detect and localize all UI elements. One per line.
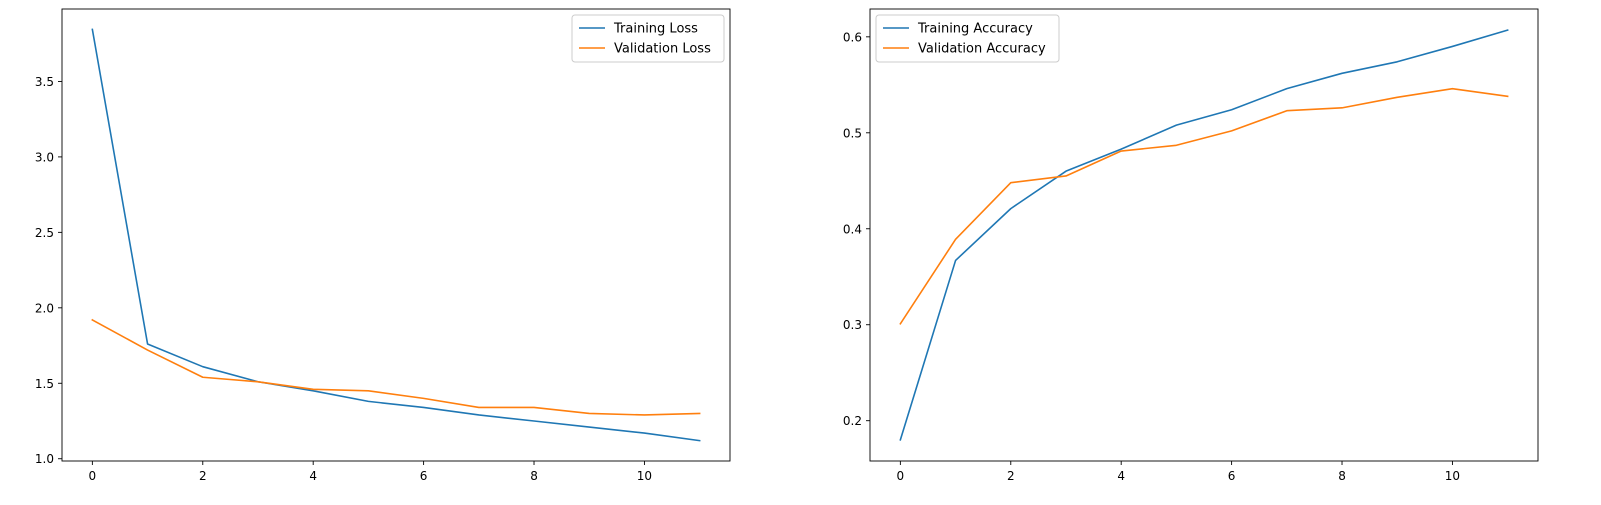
legend: Training Loss Validation Loss xyxy=(571,14,725,63)
legend-label-0: Training Loss xyxy=(613,22,698,37)
y-tick-label: 2.0 xyxy=(35,301,54,315)
axes-frame xyxy=(869,8,1539,462)
legend-box xyxy=(571,14,725,63)
axes-frame xyxy=(61,8,731,462)
y-tick-label: 0.4 xyxy=(843,222,862,236)
y-tick-label: 3.0 xyxy=(35,150,54,164)
x-tick-label: 2 xyxy=(199,469,207,483)
y-tick-label: 0.6 xyxy=(843,30,862,44)
y-tick-label: 0.2 xyxy=(843,414,862,428)
x-tick-label: 10 xyxy=(1445,469,1460,483)
series-line-1 xyxy=(899,87,1509,325)
y-tick-label: 1.0 xyxy=(35,452,54,466)
legend-label-1: Validation Loss xyxy=(614,42,711,57)
x-tick-label: 10 xyxy=(637,469,652,483)
loss-chart: 0 2 4 6 8 10 1.0 1.5 2.0 2.5 3.0 3.5 Training Loss Va… xyxy=(35,8,731,483)
series-line-0 xyxy=(91,28,701,442)
series-line-1 xyxy=(91,318,701,416)
y-tick-label: 1.5 xyxy=(35,377,54,391)
y-tick-label: 3.5 xyxy=(35,75,54,89)
x-tick-label: 6 xyxy=(420,469,428,483)
legend-label-1: Validation Accuracy xyxy=(918,42,1046,57)
legend-box xyxy=(875,14,1060,63)
x-tick-label: 4 xyxy=(309,469,317,483)
x-tick-label: 6 xyxy=(1228,469,1236,483)
y-tick-label: 2.5 xyxy=(35,226,54,240)
legend: Training Accuracy Validation Accuracy xyxy=(875,14,1060,63)
x-tick-label: 8 xyxy=(1338,469,1346,483)
y-tick-label: 0.3 xyxy=(843,318,862,332)
series-line-0 xyxy=(899,29,1509,441)
legend-label-0: Training Accuracy xyxy=(917,22,1033,37)
x-tick-label: 2 xyxy=(1007,469,1015,483)
y-tick-label: 0.5 xyxy=(843,126,862,140)
x-tick-label: 4 xyxy=(1117,469,1125,483)
accuracy-chart: 0 2 4 6 8 10 0.2 0.3 0.4 0.5 0.6 Training Accuracy V… xyxy=(843,8,1539,483)
x-tick-label: 0 xyxy=(89,469,97,483)
x-tick-label: 8 xyxy=(530,469,538,483)
x-tick-label: 0 xyxy=(897,469,905,483)
